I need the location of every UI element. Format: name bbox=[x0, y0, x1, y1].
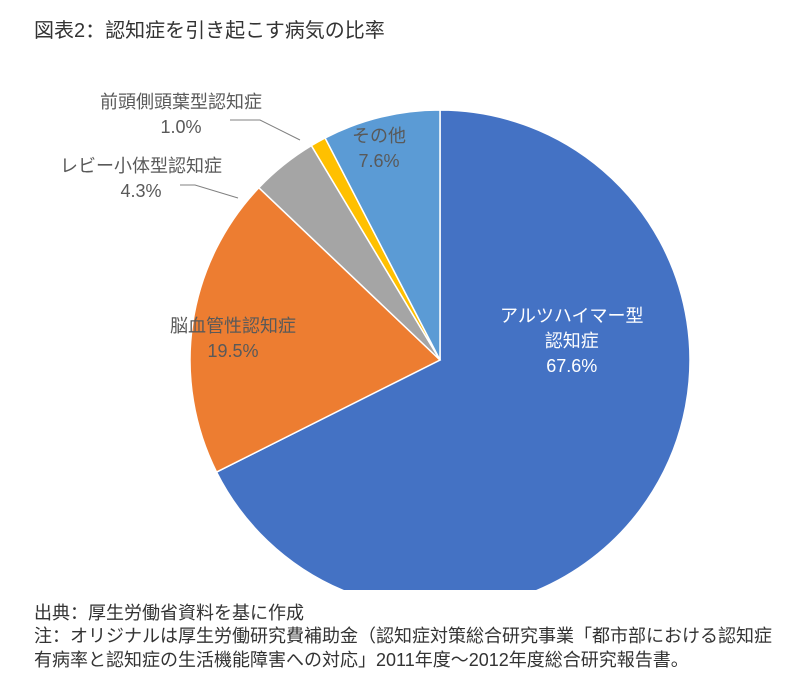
slice-label-pct: 7.6% bbox=[352, 149, 406, 174]
figure-container: 図表2：認知症を引き起こす病気の比率 アルツハイマー型認知症67.6% 脳血管性認… bbox=[0, 0, 808, 698]
footer-source: 出典：厚生労働省資料を基に作成 bbox=[34, 602, 774, 625]
slice-label-line1: 前頭側頭葉型認知症 bbox=[100, 90, 262, 115]
slice-label: 前頭側頭葉型認知症1.0% bbox=[100, 90, 262, 140]
slice-label-line1: レビー小体型認知症 bbox=[60, 154, 222, 179]
slice-label-line1: 脳血管性認知症 bbox=[170, 314, 296, 339]
slice-label: アルツハイマー型認知症67.6% bbox=[500, 304, 643, 380]
slice-label-line1: その他 bbox=[352, 124, 406, 149]
pie-chart: アルツハイマー型認知症67.6% 脳血管性認知症19.5% レビー小体型認知症4.3… bbox=[0, 50, 808, 590]
footer-note: 注：オリジナルは厚生労働研究費補助金（認知症対策総合研究事業「都市部における認知… bbox=[34, 625, 774, 672]
slice-label-pct: 1.0% bbox=[100, 115, 262, 140]
slice-label: 脳血管性認知症19.5% bbox=[170, 314, 296, 364]
slice-label-pct: 4.3% bbox=[60, 179, 222, 204]
slice-label-pct: 19.5% bbox=[170, 339, 296, 364]
slice-label-line1: アルツハイマー型 bbox=[500, 304, 643, 329]
chart-footer: 出典：厚生労働省資料を基に作成 注：オリジナルは厚生労働研究費補助金（認知症対策… bbox=[34, 602, 774, 672]
slice-label-pct: 67.6% bbox=[500, 354, 643, 379]
chart-title: 図表2：認知症を引き起こす病気の比率 bbox=[34, 14, 385, 43]
slice-label: レビー小体型認知症4.3% bbox=[60, 154, 222, 204]
slice-label-line2: 認知症 bbox=[500, 329, 643, 354]
slice-label: その他7.6% bbox=[352, 124, 406, 174]
